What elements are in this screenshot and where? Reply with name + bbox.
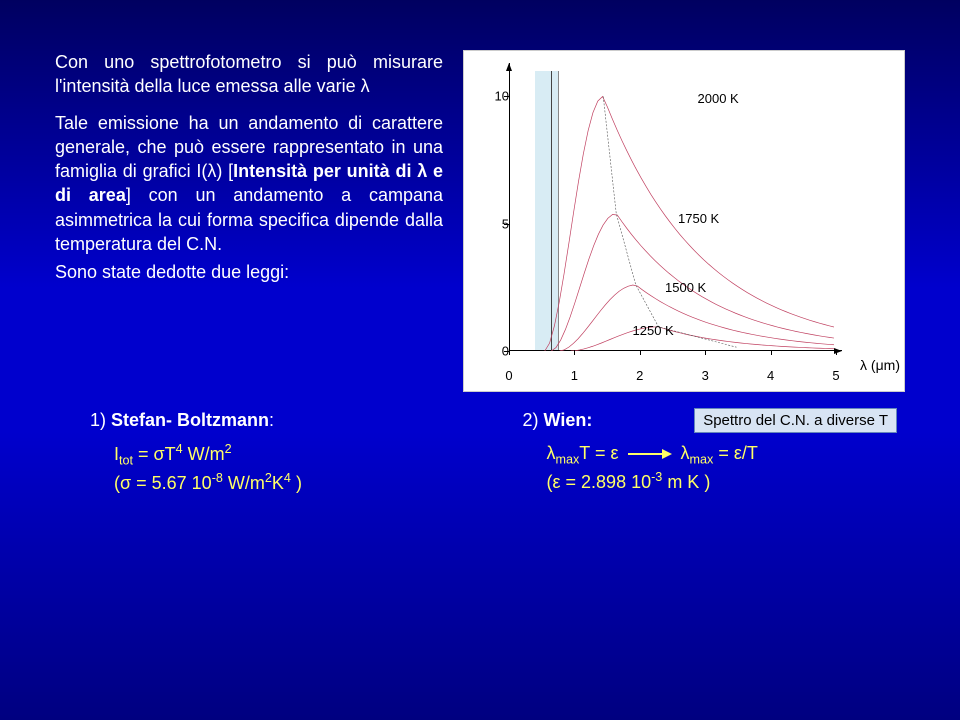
- w2-s: -3: [651, 470, 662, 484]
- l1c-a: (σ = 5.67 10: [114, 473, 212, 493]
- w-s2: max: [690, 453, 714, 467]
- law1-num: 1): [90, 410, 106, 430]
- law1-title: 1) Stefan- Boltzmann:: [90, 408, 473, 433]
- x-tick: 5: [832, 368, 839, 383]
- lambda-symbol: λ: [361, 76, 370, 96]
- w2-b: m K ): [662, 472, 710, 492]
- l1-2: 2: [225, 442, 232, 456]
- w-d: = ε/T: [713, 443, 758, 463]
- x-tick: 3: [702, 368, 709, 383]
- l1-eq: = σT: [133, 444, 176, 464]
- p1-text: Con uno spettrofotometro si può misurare…: [55, 52, 443, 96]
- x-tick-mark: [771, 350, 772, 355]
- chart-caption: Spettro del C.N. a diverse T: [694, 408, 897, 433]
- law1-constant: (σ = 5.67 10-8 W/m2K4 ): [90, 470, 473, 496]
- x-tick-mark: [574, 350, 575, 355]
- x-tick: 2: [636, 368, 643, 383]
- w-b: T = ε: [579, 443, 618, 463]
- x-tick-mark: [836, 350, 837, 355]
- law2-name: Wien:: [544, 410, 593, 430]
- law1-formula: Itot = σT4 W/m2: [90, 441, 473, 470]
- w-a: λ: [547, 443, 556, 463]
- x-tick: 4: [767, 368, 774, 383]
- blackbody-spectrum-chart: Intensità (unità arbitrarie) λ (μm) 2000…: [463, 50, 905, 392]
- l1c-c: K: [272, 473, 284, 493]
- l1-4: 4: [176, 442, 183, 456]
- x-tick-mark: [705, 350, 706, 355]
- deduced-line: Sono state dedotte due leggi:: [55, 262, 443, 283]
- law2-formula: λmaxT = ε λmax = ε/T: [523, 441, 906, 469]
- l1c-d: ): [291, 473, 302, 493]
- x-tick: 0: [505, 368, 512, 383]
- plot-area: 2000 K 1750 K 1500 K 1250 K: [509, 71, 834, 351]
- lambda-in-paren: λ: [207, 161, 216, 181]
- curve-label: 2000 K: [698, 91, 739, 106]
- w2-a: (ε = 2.898 10: [547, 472, 652, 492]
- l1c-s1: -8: [212, 471, 223, 485]
- l1c-b: W/m: [223, 473, 265, 493]
- x-tick: 1: [571, 368, 578, 383]
- law2-constant: (ε = 2.898 10-3 m K ): [523, 469, 906, 495]
- curve-label: 1250 K: [633, 323, 674, 338]
- y-axis-arrow-icon: [506, 63, 512, 71]
- implies-arrow-icon: [628, 447, 672, 461]
- w-s1: max: [556, 453, 580, 467]
- slide: Con uno spettrofotometro si può misurare…: [0, 0, 960, 720]
- p2-b: ) [: [216, 161, 233, 181]
- y-tick-mark: [504, 96, 509, 97]
- l1-wm: W/m: [183, 444, 225, 464]
- curve-label: 1750 K: [678, 211, 719, 226]
- chart-column: Intensità (unità arbitrarie) λ (μm) 2000…: [463, 50, 905, 392]
- spectrum-curve: [571, 327, 834, 351]
- law2-num: 2): [523, 410, 544, 430]
- text-column: Con uno spettrofotometro si può misurare…: [55, 50, 443, 392]
- paragraph-2: Tale emissione ha un andamento di caratt…: [55, 111, 443, 257]
- l1-tot: tot: [119, 454, 133, 468]
- x-tick-mark: [509, 350, 510, 355]
- curves-svg: [509, 71, 834, 351]
- law1-colon: :: [269, 410, 274, 430]
- x-tick-mark: [640, 350, 641, 355]
- spectrum-curve: [560, 285, 834, 351]
- x-axis-label: λ (μm): [860, 357, 900, 373]
- y-tick-mark: [504, 224, 509, 225]
- law-stefan-boltzmann: 1) Stefan- Boltzmann: Itot = σT4 W/m2 (σ…: [55, 408, 473, 497]
- w-c: λ: [681, 443, 690, 463]
- paragraph-1: Con uno spettrofotometro si può misurare…: [55, 50, 443, 99]
- l1c-s2: 2: [265, 471, 272, 485]
- law1-name: Stefan- Boltzmann: [111, 410, 269, 430]
- curve-label: 1500 K: [665, 280, 706, 295]
- l1c-s3: 4: [284, 471, 291, 485]
- top-row: Con uno spettrofotometro si può misurare…: [55, 50, 905, 392]
